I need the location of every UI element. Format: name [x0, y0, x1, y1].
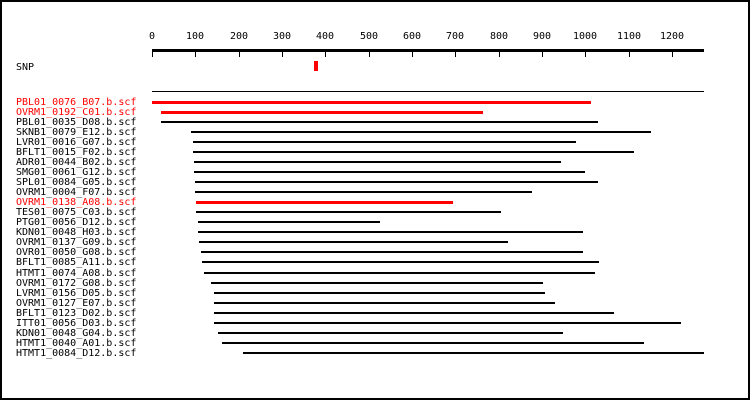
ruler-tick-label: 600	[402, 31, 422, 42]
read-span-line[interactable]	[204, 272, 595, 274]
ruler-tick-label: 1100	[616, 31, 642, 42]
read-label[interactable]: SPL01_0084_G05.b.scf	[16, 177, 137, 188]
read-span-line[interactable]	[194, 171, 585, 173]
ruler-tick	[672, 49, 673, 57]
ruler-tick	[239, 49, 240, 57]
read-label[interactable]: SKNB1_0079_E12.b.scf	[16, 127, 137, 138]
ruler-tick	[282, 49, 283, 57]
read-span-line[interactable]	[214, 302, 555, 304]
ruler-tick	[585, 49, 586, 57]
read-span-line[interactable]	[202, 261, 599, 263]
read-span-line[interactable]	[198, 221, 380, 223]
read-label[interactable]: BFLT1_0085_A11.b.scf	[16, 257, 137, 268]
ruler-tick	[412, 49, 413, 57]
read-label[interactable]: HTMT1_0040_A01.b.scf	[16, 338, 137, 349]
ruler-tick-label: 1200	[659, 31, 685, 42]
read-span-line[interactable]	[152, 101, 591, 104]
read-span-line[interactable]	[211, 282, 543, 284]
ruler-tick-label: 200	[229, 31, 249, 42]
read-span-line[interactable]	[218, 332, 563, 334]
read-label[interactable]: PBL01_0076_B07.b.scf	[16, 97, 137, 108]
read-span-line[interactable]	[214, 292, 545, 294]
read-label[interactable]: PTG01_0056_D12.b.scf	[16, 217, 137, 228]
read-label[interactable]: OVRM1_0004_F07.b.scf	[16, 187, 137, 198]
read-span-line[interactable]	[196, 211, 501, 213]
read-label[interactable]: KDN01_0048_H03.b.scf	[16, 227, 137, 238]
read-span-line[interactable]	[193, 151, 634, 153]
read-span-line[interactable]	[196, 201, 453, 204]
read-label[interactable]: OVRM1_0172_G08.b.scf	[16, 278, 137, 289]
read-label[interactable]: HTMT1_0084_D12.b.scf	[16, 348, 137, 359]
read-span-line[interactable]	[161, 121, 598, 123]
read-label[interactable]: OVRM1_0192_C01.b.scf	[16, 107, 137, 118]
ruler-tick	[369, 49, 370, 57]
read-span-line[interactable]	[198, 231, 583, 233]
ruler-tick-label: 700	[445, 31, 465, 42]
ruler-tick	[629, 49, 630, 57]
read-span-line[interactable]	[214, 322, 681, 324]
ruler-tick-label: 900	[532, 31, 552, 42]
read-label[interactable]: ITT01_0056_D03.b.scf	[16, 318, 137, 329]
ruler-tick	[499, 49, 500, 57]
ruler-tick-label: 400	[315, 31, 335, 42]
read-span-line[interactable]	[243, 352, 704, 354]
ruler-tick-label: 100	[185, 31, 205, 42]
read-label[interactable]: BFLT1_0015_F02.b.scf	[16, 147, 137, 158]
read-span-line[interactable]	[201, 251, 583, 253]
read-label[interactable]: BFLT1_0123_D02.b.scf	[16, 308, 137, 319]
read-label[interactable]: ADR01_0044_B02.b.scf	[16, 157, 137, 168]
read-span-line[interactable]	[195, 191, 532, 193]
ruler-tick-label: 0	[148, 31, 156, 42]
read-label[interactable]: OVRM1_0138_A08.b.scf	[16, 197, 137, 208]
read-span-line[interactable]	[214, 312, 614, 314]
read-span-line[interactable]	[191, 131, 651, 133]
snp-marker[interactable]	[314, 61, 318, 71]
read-span-line[interactable]	[199, 241, 508, 243]
read-label[interactable]: OVR01_0050_G08.b.scf	[16, 247, 137, 258]
read-label[interactable]: TES01_0075_C03.b.scf	[16, 207, 137, 218]
read-label[interactable]: KDN01_0048_G04.b.scf	[16, 328, 137, 339]
ruler-tick-label: 500	[359, 31, 379, 42]
ruler-tick	[455, 49, 456, 57]
ruler-tick	[195, 49, 196, 57]
ruler-tick	[542, 49, 543, 57]
snp-track-label: SNP	[16, 62, 35, 73]
read-span-line[interactable]	[222, 342, 644, 344]
read-label[interactable]: SMG01_0061_G12.b.scf	[16, 167, 137, 178]
read-label[interactable]: OVRM1_0127_E07.b.scf	[16, 298, 137, 309]
read-span-line[interactable]	[193, 141, 576, 143]
read-span-line[interactable]	[194, 161, 561, 163]
read-label[interactable]: HTMT1_0074_A08.b.scf	[16, 268, 137, 279]
consensus-line	[152, 91, 704, 92]
read-label[interactable]: PBL01_0035_D08.b.scf	[16, 117, 137, 128]
read-span-line[interactable]	[195, 181, 598, 183]
ruler-tick	[325, 49, 326, 57]
ruler-tick-label: 300	[272, 31, 292, 42]
ruler-tick-label: 800	[489, 31, 509, 42]
read-label[interactable]: LVR01_0016_G07.b.scf	[16, 137, 137, 148]
ruler-bar	[152, 49, 705, 52]
ruler-tick-label: 1000	[572, 31, 598, 42]
read-span-line[interactable]	[161, 111, 483, 114]
read-label[interactable]: LVRM1_0156_D05.b.scf	[16, 288, 137, 299]
ruler-tick	[152, 49, 153, 57]
read-label[interactable]: OVRM1_0137_G09.b.scf	[16, 237, 137, 248]
